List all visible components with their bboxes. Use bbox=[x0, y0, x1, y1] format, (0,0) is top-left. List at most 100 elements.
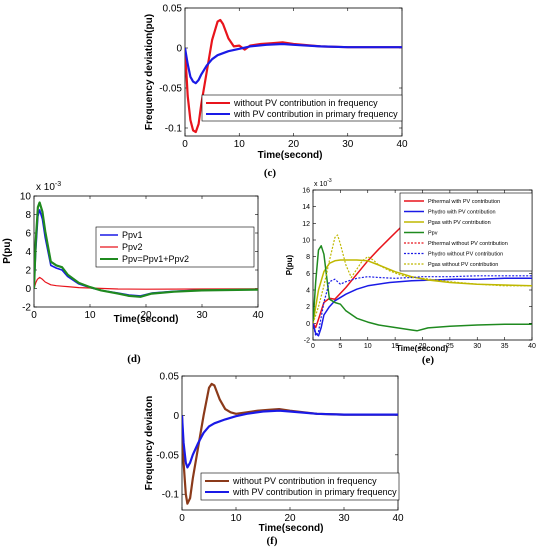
legend-box bbox=[201, 94, 403, 122]
legend-label: Phydro without PV contribution bbox=[428, 252, 503, 258]
y-tick-label: 6 bbox=[25, 229, 31, 240]
x-tick-label: 40 bbox=[396, 139, 408, 150]
legend: Pthermal with PV contribution Phydro with… bbox=[399, 192, 533, 272]
y-tick-label: 2 bbox=[25, 266, 31, 277]
x-tick-label: 0 bbox=[311, 343, 315, 350]
series-line-1 bbox=[182, 382, 398, 505]
x-tick-label: 30 bbox=[338, 513, 350, 524]
x-tick-label: 0 bbox=[182, 139, 188, 150]
series-line-4 bbox=[313, 245, 532, 332]
legend: Ppv1 Ppv2 Ppv=Ppv1+Ppv2 bbox=[95, 226, 255, 268]
x-tick-label: 0 bbox=[31, 310, 37, 321]
y-tick-label: 4 bbox=[25, 247, 31, 258]
y-axis-label: Frequency deviaton bbox=[144, 396, 155, 490]
panel-caption: (c) bbox=[264, 167, 277, 179]
series-line-2 bbox=[185, 42, 402, 85]
x-tick-label: 20 bbox=[288, 139, 300, 150]
y-tick-label: -0.05 bbox=[156, 450, 179, 461]
axis-exponent-label: x 10-3 bbox=[36, 181, 61, 193]
x-tick-label: 30 bbox=[342, 139, 354, 150]
x-tick-label: 10 bbox=[364, 343, 372, 350]
legend-label: Phydro with PV contribution bbox=[428, 210, 496, 216]
axis-exponent-power: -3 bbox=[55, 181, 61, 188]
series-line-1 bbox=[313, 220, 417, 329]
series-line-2 bbox=[34, 276, 258, 290]
x-tick-label: 0 bbox=[179, 513, 185, 524]
y-tick-label: 0.05 bbox=[163, 4, 183, 15]
x-axis-label: Time(second) bbox=[258, 150, 323, 161]
y-tick-label: 8 bbox=[306, 254, 310, 261]
x-tick-label: 40 bbox=[252, 310, 264, 321]
y-tick-label: 10 bbox=[20, 192, 32, 203]
y-tick-label: 6 bbox=[306, 271, 310, 278]
x-tick-label: 40 bbox=[392, 513, 404, 524]
axis-exponent-label: x 10-3 bbox=[314, 178, 332, 188]
y-tick-label: 8 bbox=[25, 210, 31, 221]
y-tick-label: 0 bbox=[25, 284, 31, 295]
y-tick-label: 10 bbox=[302, 238, 310, 245]
legend-box bbox=[95, 226, 255, 268]
x-tick-label: 30 bbox=[473, 343, 481, 350]
x-axis-label: Time(second) bbox=[396, 344, 448, 353]
y-axis-label: Frequency deviation(pu) bbox=[144, 14, 155, 130]
y-tick-label: 0.05 bbox=[160, 372, 180, 383]
legend-label: with PV contribution in primary frequenc… bbox=[233, 109, 398, 119]
legend-label: without PV contribution in frequency bbox=[232, 476, 377, 486]
x-axis-label: Time(second) bbox=[114, 314, 179, 325]
y-tick-label: 0 bbox=[173, 411, 179, 422]
x-tick-label: 30 bbox=[196, 310, 208, 321]
x-tick-label: 10 bbox=[84, 310, 96, 321]
series-line-2 bbox=[313, 277, 532, 337]
legend-box bbox=[200, 472, 400, 501]
series-line-1 bbox=[185, 18, 402, 134]
y-tick-label: -2 bbox=[22, 303, 31, 314]
x-tick-label: 20 bbox=[419, 343, 427, 350]
y-tick-label: 0 bbox=[176, 44, 182, 55]
y-tick-label: -0.05 bbox=[159, 84, 182, 95]
x-tick-label: 25 bbox=[446, 343, 454, 350]
y-axis-label: P(pu) bbox=[2, 238, 13, 264]
legend-label: Ppv1 bbox=[122, 230, 143, 240]
legend-label: Pgas without PV contribution bbox=[428, 262, 498, 268]
y-tick-label: -0.1 bbox=[162, 490, 180, 501]
series-line-6 bbox=[313, 275, 532, 337]
x-tick-label: 10 bbox=[230, 513, 242, 524]
y-tick-label: 0 bbox=[306, 321, 310, 328]
legend-label: without PV contribution in frequency bbox=[233, 98, 378, 108]
panel-caption: (e) bbox=[422, 354, 435, 366]
axis-exponent-power: -3 bbox=[327, 178, 332, 184]
legend: without PV contribution in frequencywith… bbox=[201, 94, 403, 122]
x-tick-label: 20 bbox=[284, 513, 296, 524]
y-tick-label: 14 bbox=[302, 204, 310, 211]
legend-label: Pthermal without PV contribution bbox=[428, 241, 508, 247]
y-tick-label: 12 bbox=[302, 221, 310, 228]
series-line-2 bbox=[182, 409, 398, 469]
x-axis-label: Time(second) bbox=[259, 523, 324, 534]
x-tick-label: 35 bbox=[501, 343, 509, 350]
chart-c: 0 10 20 30 40 -0.1 -0.05 0 0.05 Time(second) Frequ… bbox=[144, 4, 408, 180]
x-tick-label: 15 bbox=[391, 343, 399, 350]
y-tick-label: 16 bbox=[302, 188, 310, 195]
y-tick-label: -2 bbox=[304, 338, 310, 345]
x-tick-label: 20 bbox=[140, 310, 152, 321]
x-tick-label: 10 bbox=[234, 139, 246, 150]
legend-label: Ppv2 bbox=[122, 242, 143, 252]
panel-caption: (f) bbox=[267, 535, 278, 547]
legend-label: Ppv bbox=[428, 231, 438, 237]
y-tick-label: 4 bbox=[306, 288, 310, 295]
y-tick-label: -0.1 bbox=[165, 124, 183, 135]
series-line-3 bbox=[34, 201, 258, 298]
chart-f: 0 10 20 30 40 -0.1 -0.05 0 0.05 Time(second) Frequ… bbox=[144, 372, 404, 548]
legend-label: Pgas with PV contribution bbox=[428, 220, 491, 226]
y-axis-label: P(pu) bbox=[285, 254, 294, 275]
x-tick-label: 5 bbox=[338, 343, 342, 350]
panel-caption: (d) bbox=[127, 353, 141, 365]
legend: without PV contribution in frequencywith… bbox=[200, 472, 400, 501]
y-tick-label: 2 bbox=[306, 304, 310, 311]
legend-label: Pthermal with PV contribution bbox=[428, 199, 500, 205]
legend-label: Ppv=Ppv1+Ppv2 bbox=[122, 254, 189, 264]
x-tick-label: 40 bbox=[528, 343, 536, 350]
